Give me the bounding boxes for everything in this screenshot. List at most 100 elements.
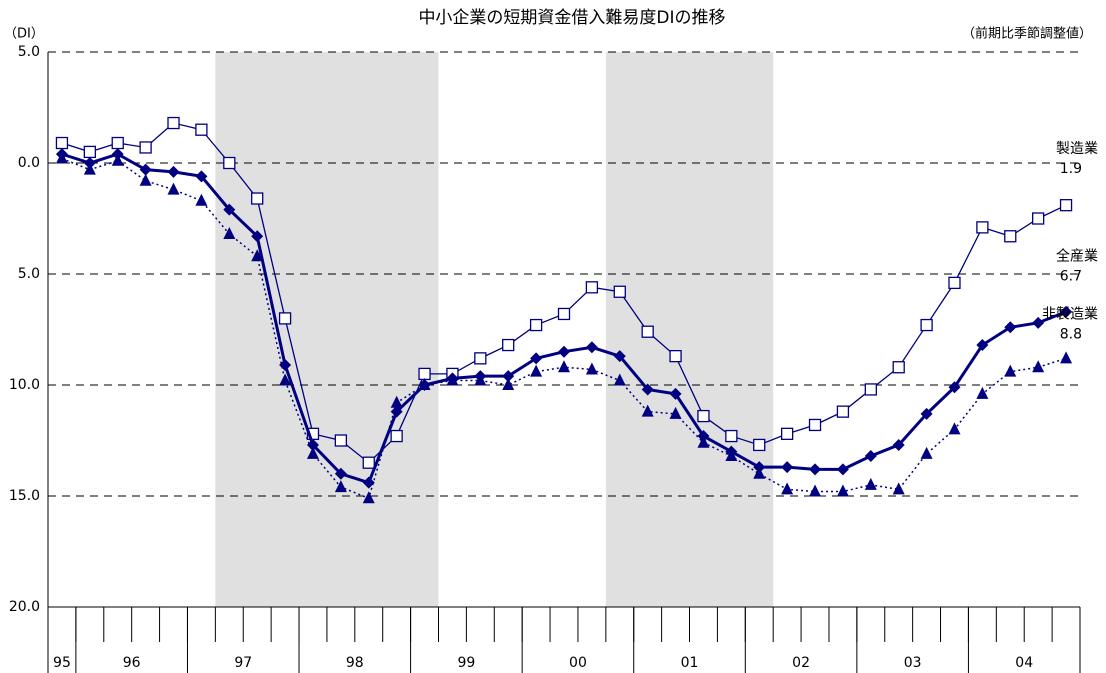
marker (334, 434, 348, 447)
marker (111, 153, 124, 166)
end-value-label: 6.7 (1060, 269, 1082, 285)
marker (725, 429, 738, 443)
legend-label: 全産業 (1056, 248, 1098, 265)
marker (948, 381, 961, 394)
marker (613, 350, 626, 363)
marker (585, 341, 598, 354)
x-group-label: 97 (234, 655, 252, 671)
marker (558, 360, 570, 373)
marker (920, 407, 933, 420)
marker (390, 429, 403, 443)
marker (836, 484, 849, 497)
marker (558, 345, 570, 358)
shaded-period (605, 52, 774, 607)
marker (362, 491, 375, 504)
marker (502, 338, 515, 352)
chart-title: 中小企業の短期資金借入難易度DIの推移 (418, 8, 725, 28)
x-group-label: 03 (904, 655, 922, 671)
marker (83, 162, 96, 175)
marker (809, 463, 822, 476)
marker (780, 427, 794, 440)
marker (251, 230, 264, 243)
marker (195, 170, 208, 183)
x-group-label: 95 (53, 655, 71, 671)
marker (1060, 305, 1073, 318)
legend-label: 非製造業 (1042, 306, 1098, 322)
marker (976, 386, 989, 399)
marker (920, 446, 933, 459)
end-value-label: 8.8 (1060, 326, 1082, 342)
marker (920, 318, 933, 332)
marker (167, 116, 180, 130)
marker (613, 373, 626, 386)
y-tick-label: 20.0 (9, 599, 40, 615)
marker (55, 136, 69, 150)
marker (976, 221, 989, 234)
marker (808, 418, 822, 432)
marker (167, 165, 180, 178)
marker (864, 477, 877, 490)
x-group-label: 99 (457, 655, 475, 671)
marker (781, 482, 794, 495)
x-group-label: 04 (1015, 655, 1033, 671)
marker (725, 449, 738, 462)
marker (530, 352, 543, 365)
marker (585, 362, 598, 375)
marker (1060, 351, 1073, 364)
end-value-label: 1.9 (1060, 161, 1082, 177)
marker (334, 480, 347, 493)
marker (167, 182, 180, 195)
marker (1059, 199, 1073, 212)
series-line (61, 157, 1067, 500)
marker (446, 373, 459, 386)
marker (641, 383, 654, 396)
marker (195, 193, 208, 206)
marker (362, 476, 375, 489)
marker (892, 482, 905, 495)
x-group-label: 98 (346, 655, 364, 671)
marker (641, 404, 654, 417)
marker (139, 173, 152, 186)
y-unit: （DI） (4, 27, 44, 42)
marker (836, 463, 849, 476)
y-tick-label: 0.0 (18, 155, 40, 171)
marker (1032, 360, 1045, 373)
marker (251, 192, 264, 205)
marker (279, 373, 292, 386)
series-line (61, 122, 1067, 464)
x-group-label: 01 (681, 655, 699, 671)
marker (697, 409, 710, 423)
marker (223, 227, 236, 240)
marker (474, 352, 487, 365)
marker (1004, 321, 1017, 334)
marker (83, 145, 96, 159)
marker (892, 361, 905, 374)
marker (669, 406, 682, 419)
marker (976, 339, 989, 352)
marker (1032, 316, 1045, 329)
marker (223, 156, 236, 170)
marker (418, 367, 431, 381)
x-group-label: 02 (792, 655, 810, 671)
marker (223, 203, 236, 216)
marker (697, 435, 710, 448)
shaded-period (215, 52, 439, 607)
marker (306, 446, 319, 459)
marker (864, 450, 877, 463)
marker (278, 312, 292, 325)
y-tick-label: 10.0 (9, 377, 40, 393)
marker (418, 378, 431, 390)
marker (390, 395, 403, 408)
marker (892, 438, 905, 451)
marker (669, 387, 682, 400)
marker (836, 405, 850, 418)
marker (864, 383, 877, 396)
marker (362, 456, 375, 469)
subtitle: （前期比季節調整値） (962, 26, 1092, 42)
marker (251, 249, 264, 262)
marker (334, 467, 347, 480)
marker (669, 349, 682, 363)
marker (948, 422, 961, 435)
marker (781, 461, 794, 474)
y-tick-label: 5.0 (18, 266, 40, 282)
